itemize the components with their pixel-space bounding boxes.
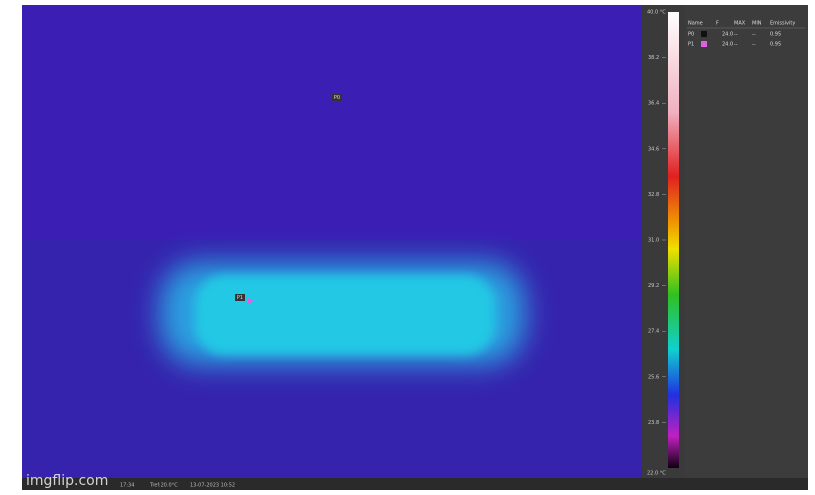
scale-tick-label: 32.8 bbox=[648, 192, 659, 198]
table-cell: P1 bbox=[688, 42, 694, 48]
scale-tick-label: 29.2 bbox=[648, 283, 659, 289]
table-header: MIN bbox=[752, 21, 762, 27]
table-cell: -- bbox=[752, 42, 756, 48]
table-header: Emissivity bbox=[770, 21, 795, 27]
table-cell: -- bbox=[734, 32, 738, 38]
table-header: F bbox=[716, 21, 719, 27]
marker-label: P0 bbox=[334, 95, 340, 101]
scale-tick-label: 36.4 bbox=[648, 101, 659, 107]
color-swatch bbox=[701, 31, 707, 37]
screenshot: P0 P1 40.0 °C 38.2 36.4 34.6 32.8 31.0 29.2 27.… bbox=[0, 0, 815, 491]
scale-min: 22.0 °C bbox=[647, 471, 666, 477]
status-item: 17:34 bbox=[120, 483, 134, 489]
table-cell: -- bbox=[734, 42, 738, 48]
scale-tick-label: 38.2 bbox=[648, 55, 659, 61]
watermark: imgflip.com bbox=[26, 473, 108, 489]
status-item: Tref:20.0°C bbox=[149, 483, 178, 489]
table-cell: P0 bbox=[688, 32, 694, 38]
table-cell: 24.0 bbox=[722, 42, 733, 48]
warm-core bbox=[195, 275, 495, 355]
table-cell: 0.95 bbox=[770, 32, 781, 38]
table-header: MAX bbox=[734, 21, 746, 27]
color-swatch bbox=[701, 41, 707, 47]
scale-tick-label: 34.6 bbox=[648, 146, 659, 152]
status-item: 13-07-2023 10:52 bbox=[190, 483, 235, 489]
scale-tick-label: 31.0 bbox=[648, 238, 659, 244]
info-panel bbox=[685, 5, 808, 478]
marker-label: P1 bbox=[237, 295, 243, 301]
table-cell: 0.95 bbox=[770, 42, 781, 48]
table-cell: 24.0 bbox=[722, 32, 733, 38]
scale-tick-label: 23.8 bbox=[648, 420, 659, 426]
color-bar bbox=[668, 12, 679, 468]
scale-tick-label: 27.4 bbox=[648, 329, 659, 335]
table-header: Name bbox=[688, 21, 703, 27]
status-bar bbox=[22, 478, 808, 490]
scale-tick-label: 25.6 bbox=[648, 374, 659, 380]
table-cell: -- bbox=[752, 32, 756, 38]
scale-max: 40.0 °C bbox=[647, 10, 666, 16]
